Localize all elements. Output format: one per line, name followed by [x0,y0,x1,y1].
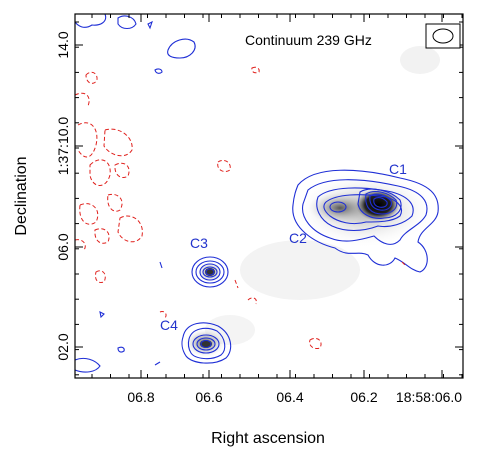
negative-contours [75,66,407,349]
source-label-c4: C4 [160,317,178,333]
y-tick-label: 1:37:10.0 [55,117,71,176]
map-image [75,14,463,378]
y-axis-title: Declination [13,156,30,235]
beam-box [425,23,461,49]
y-ticks [75,21,463,376]
positive-contours [75,14,439,373]
x-ticks [91,14,463,378]
map-title: Continuum 239 GHz [245,32,372,48]
x-tick-label: 18:58:06.0 [396,389,462,405]
x-tick-label: 06.6 [195,389,222,405]
y-tick-label: 14.0 [55,31,71,58]
x-tick-label: 06.2 [350,389,377,405]
source-label-c3: C3 [190,235,208,251]
y-tick-label: 06.0 [55,233,71,260]
beam-ellipse-icon [432,28,454,44]
x-tick-label: 06.8 [127,389,154,405]
source-label-c2: C2 [289,230,307,246]
y-tick-label: 02.0 [55,333,71,360]
x-tick-label: 06.4 [276,389,303,405]
source-label-c1: C1 [389,161,407,177]
x-axis-title: Right ascension [211,430,325,447]
plot-frame [74,13,464,379]
